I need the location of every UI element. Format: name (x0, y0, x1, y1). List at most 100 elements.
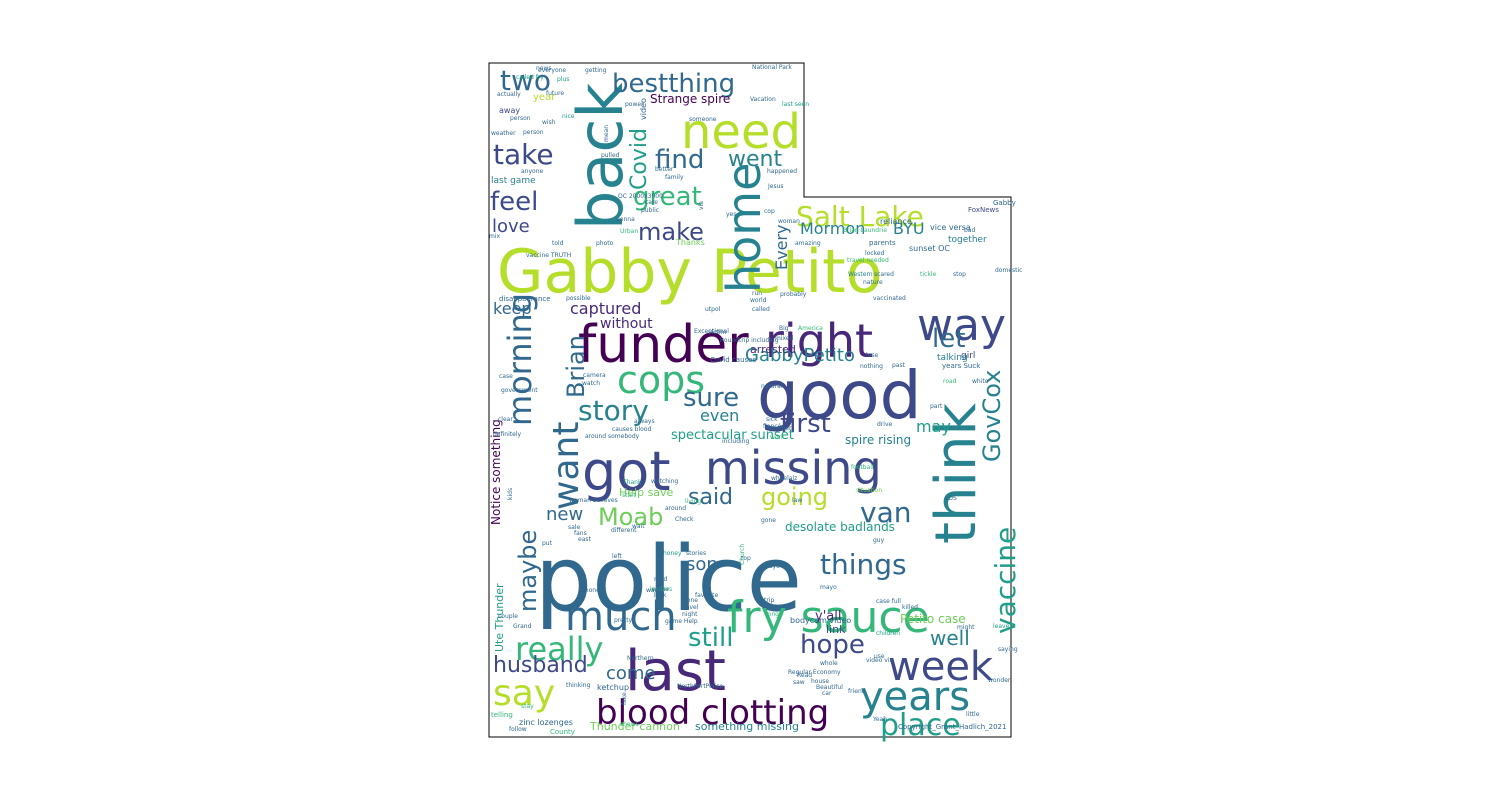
word-248: sick (766, 416, 778, 423)
word-87: game Help (665, 618, 698, 625)
word-234: drive (877, 421, 892, 428)
word-199: honey (663, 550, 682, 557)
word-209: look (654, 592, 667, 599)
word-78: year (533, 92, 556, 103)
word-28: find (655, 145, 704, 175)
word-25: bestthing (612, 69, 735, 99)
word-29: went (728, 147, 782, 172)
word-62: son (686, 554, 718, 575)
word-47: GovCox (978, 370, 1006, 462)
word-36: Mormon (800, 219, 865, 238)
word-20: morning (501, 293, 539, 426)
word-165: past (892, 362, 906, 369)
word-89: vice versa (930, 223, 971, 232)
word-86: bodycam video (790, 616, 851, 625)
word-163: road (943, 378, 957, 385)
word-132: favorite (695, 592, 718, 599)
word-13: fry sauce (727, 592, 930, 643)
word-74: y'all (815, 609, 841, 624)
word-218: friend (848, 688, 866, 695)
word-210: travel (681, 604, 699, 611)
word-251: mayo (763, 563, 780, 570)
word-146: told (552, 240, 564, 247)
word-14: cops (617, 358, 705, 402)
word-129: always (634, 418, 655, 425)
word-219: house (811, 678, 829, 685)
word-18: say (493, 673, 555, 714)
word-17: much (565, 594, 677, 640)
word-193: clear (498, 416, 513, 423)
word-85: ketchup (597, 683, 629, 692)
word-65: spectacular sunset (671, 428, 794, 443)
word-92: parents (869, 239, 896, 247)
word-174: future (546, 90, 564, 97)
word-170: mixed (775, 335, 794, 342)
word-235: part (930, 403, 943, 410)
word-207: mad (654, 576, 668, 583)
word-9: need (681, 104, 801, 160)
word-39: captured (570, 299, 641, 318)
word-239: Brian Laundrie (843, 227, 887, 234)
word-214: trip (764, 597, 774, 604)
word-53: van (860, 496, 911, 529)
word-231: law (792, 497, 802, 504)
word-182: plus (557, 76, 569, 83)
word-244: put (542, 540, 553, 547)
word-135: Grand (513, 623, 532, 630)
word-5: missing (705, 441, 882, 495)
word-4: got (582, 440, 671, 503)
word-204: different (611, 527, 637, 534)
word-230: gone (761, 517, 776, 524)
word-168: utpol (705, 306, 721, 313)
word-16: years (860, 674, 970, 720)
word-57: maybe (514, 530, 542, 612)
word-114: children (876, 630, 900, 637)
word-58: still (688, 623, 733, 653)
word-201: living (685, 498, 701, 505)
word-124: happened (767, 168, 797, 175)
word-68: Help save (619, 486, 674, 499)
word-10: home (717, 163, 771, 293)
word-93: domestic (995, 267, 1022, 274)
word-241: America (798, 325, 823, 332)
word-19: blood clotting (596, 693, 829, 733)
word-221: car (822, 690, 832, 697)
word-79: away (499, 106, 520, 115)
word-54: Moab (598, 503, 663, 531)
word-122: pulled (601, 152, 620, 159)
word-203: wait (632, 523, 645, 530)
word-243: public (641, 207, 659, 214)
word-49: even (700, 406, 739, 425)
word-22: Brian (562, 335, 590, 398)
word-113: years Suck (942, 362, 981, 370)
word-33: make (638, 218, 704, 246)
word-105: NorthPortPolice (677, 683, 723, 690)
word-52: going (761, 483, 828, 511)
word-26: two (500, 64, 551, 97)
word-149: Thanks (675, 238, 705, 247)
word-196: sale (568, 524, 580, 531)
word-106: Beautiful (816, 684, 843, 691)
word-90: FoxNews (968, 206, 999, 214)
word-115: video via (866, 657, 894, 664)
word-63: well (930, 626, 970, 650)
word-222: Yeah (872, 716, 887, 723)
word-173: probably (780, 291, 807, 298)
word-191: government (501, 387, 538, 394)
word-157: bad (964, 227, 975, 234)
word-227: football (851, 464, 874, 471)
word-24: really (515, 630, 603, 668)
word-152: amazing (795, 240, 821, 247)
word-117: actually (497, 91, 521, 98)
word-131: stories (686, 550, 706, 557)
word-6: back (564, 83, 637, 230)
word-46: first (780, 409, 831, 439)
word-71: something missing (695, 720, 799, 733)
word-51: said (688, 485, 733, 510)
word-166: nothing (860, 363, 883, 370)
word-176: person (523, 129, 544, 136)
word-137: Northern (627, 655, 654, 662)
word-15: week (888, 644, 994, 690)
word-190: case (499, 373, 513, 380)
